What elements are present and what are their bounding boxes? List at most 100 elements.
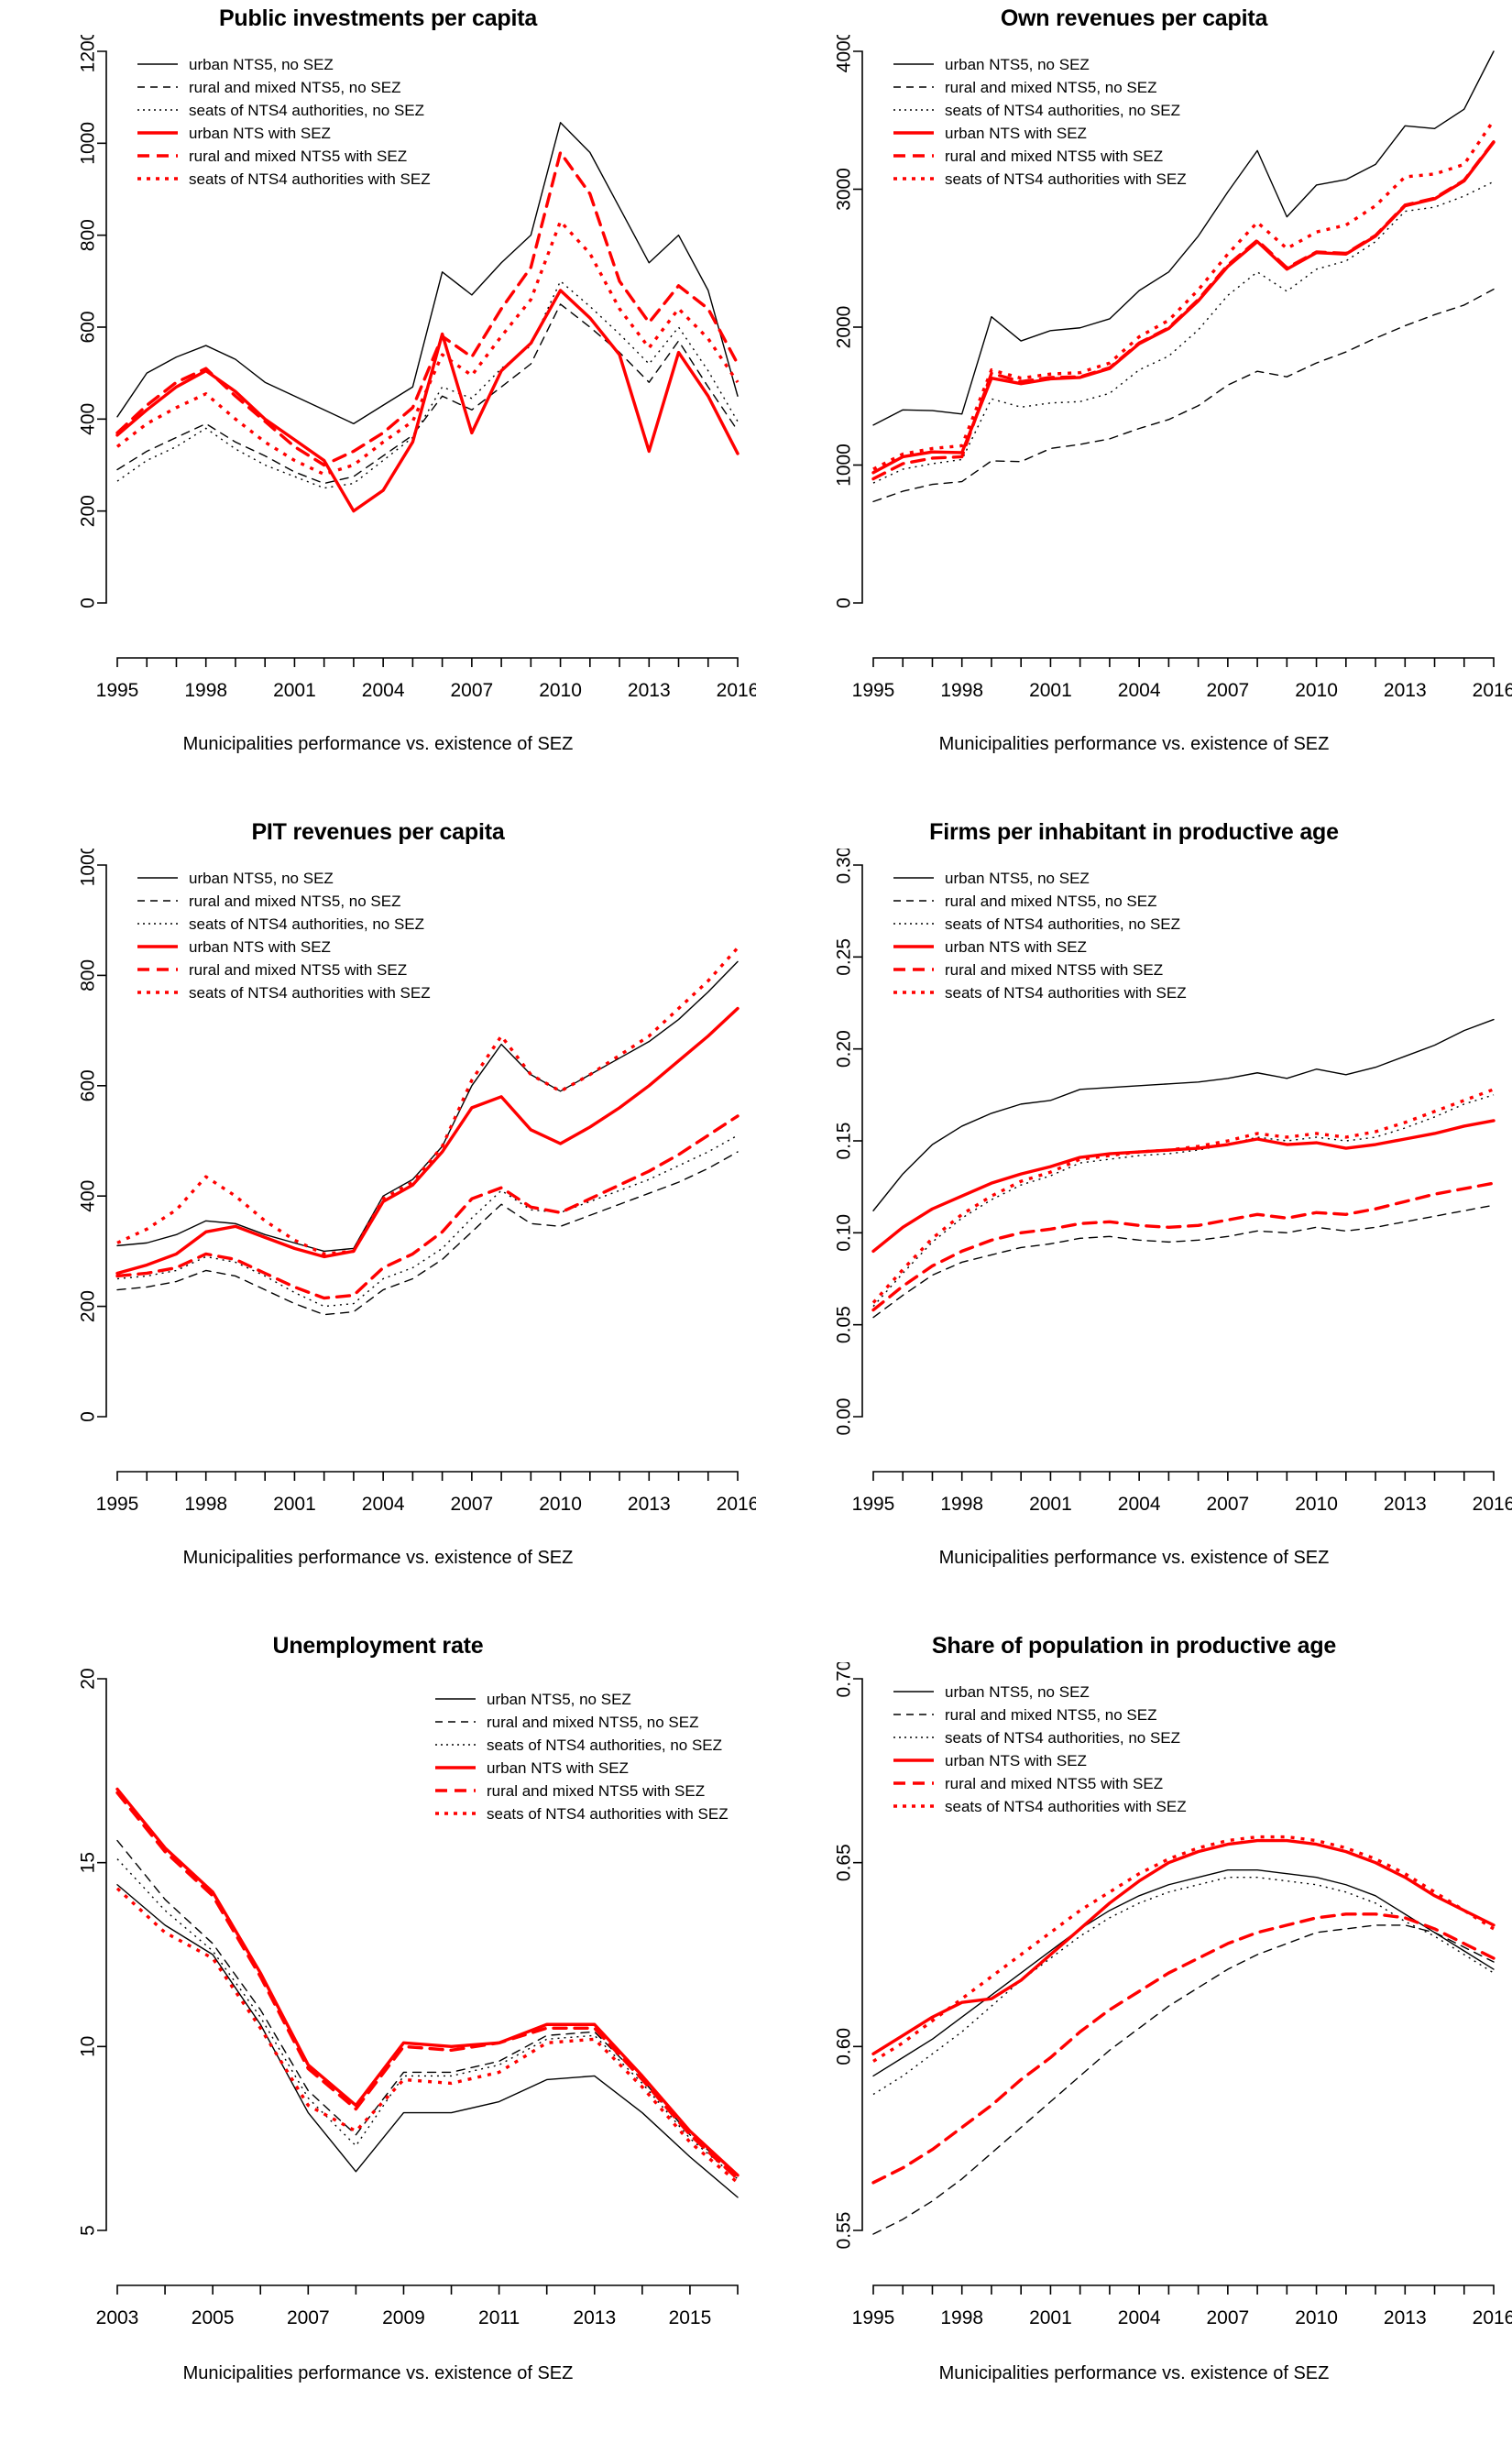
legend-label: seats of NTS4 authorities with SEZ [189, 984, 431, 1002]
series-line [872, 288, 1495, 503]
y-tick-label: 0.20 [834, 1030, 855, 1068]
x-tick-label: 2004 [362, 680, 405, 701]
x-tick-label: 2007 [1206, 680, 1249, 701]
x-tick-label: 2016 [1473, 680, 1512, 701]
series-line [871, 1181, 1496, 1312]
y-tick-label: 200 [78, 1290, 99, 1322]
y-tick-label: 0 [834, 597, 855, 608]
x-tick-label: 2010 [1295, 1494, 1338, 1515]
series-line [116, 122, 739, 425]
panel-public-investments: Public investments per capita 0 200 400 600… [0, 0, 757, 814]
legend-label: rural and mixed NTS5, no SEZ [189, 893, 400, 910]
plot-area: 0.55 0.60 0.65 0.70 1995 1998 2001 2004 2007 2010… [756, 1662, 1512, 2395]
y-tick-label: 1200 [78, 35, 99, 72]
y-tick-label: 1000 [834, 444, 855, 487]
x-tick-label: 2001 [273, 1494, 316, 1515]
x-tick-label: 2016 [717, 1494, 756, 1515]
x-tick-label: 2010 [1295, 680, 1338, 701]
x-tick-label: 2010 [539, 1494, 582, 1515]
legend-label: urban NTS5, no SEZ [487, 1691, 631, 1708]
y-tick-label: 2000 [834, 306, 855, 349]
panel-caption: Municipalities performance vs. existence… [938, 2363, 1330, 2383]
legend-label: rural and mixed NTS5, no SEZ [487, 1714, 698, 1731]
y-tick-label: 3000 [834, 168, 855, 211]
series-line [871, 1088, 1495, 1304]
legend-label: seats of NTS4 authorities with SEZ [945, 170, 1187, 188]
y-axis [97, 864, 107, 1418]
series-line [871, 1838, 1496, 2056]
legend-label: rural and mixed NTS5, no SEZ [945, 1706, 1156, 1724]
series-line [872, 1877, 1495, 2096]
x-axis [872, 2284, 1495, 2295]
series-line [116, 1858, 739, 2180]
x-tick-label: 2007 [1206, 2307, 1249, 2328]
x-axis [116, 2284, 739, 2295]
x-tick-label: 2009 [382, 2307, 425, 2328]
panel-firms-per-inhabitant: Firms per inhabitant in productive age 0… [756, 814, 1512, 1627]
legend: urban NTS5, no SEZ rural and mixed NTS5, … [137, 870, 431, 1002]
series-line [872, 1835, 1495, 2063]
series-line [116, 1151, 739, 1316]
panel-title: PIT revenues per capita [251, 819, 505, 845]
x-tick-label: 2013 [1384, 1494, 1427, 1515]
x-tick-label: 1995 [852, 680, 895, 701]
x-axis [116, 1471, 739, 1481]
series-line [115, 1787, 740, 2177]
panel-own-revenues: Own revenues per capita 0 1000 2000 3000 400… [756, 0, 1512, 814]
legend-label: seats of NTS4 authorities with SEZ [189, 170, 431, 188]
series-line [872, 1018, 1495, 1211]
x-tick-label: 2010 [539, 680, 582, 701]
x-tick-label: 2004 [362, 1494, 405, 1515]
series-line [872, 1204, 1495, 1319]
legend-label: rural and mixed NTS5, no SEZ [945, 79, 1156, 96]
x-tick-label: 2001 [1029, 1494, 1072, 1515]
y-tick-label: 400 [78, 1180, 99, 1212]
y-tick-label: 0 [78, 597, 99, 608]
panel-caption: Municipalities performance vs. existence… [938, 734, 1330, 754]
series-line [115, 1791, 740, 2181]
x-tick-label: 2010 [1295, 2307, 1338, 2328]
legend-label: seats of NTS4 authorities, no SEZ [189, 915, 424, 933]
y-tick-label: 0.55 [834, 2212, 855, 2250]
x-tick-label: 2013 [628, 680, 671, 701]
x-tick-label: 1995 [96, 1494, 139, 1515]
legend-label: seats of NTS4 authorities with SEZ [945, 1798, 1187, 1815]
series-line [115, 150, 740, 467]
panel-title: Firms per inhabitant in productive age [929, 819, 1339, 845]
x-tick-label: 1998 [184, 680, 227, 701]
legend-label: rural and mixed NTS5 with SEZ [945, 148, 1163, 165]
x-tick-label: 1995 [96, 680, 139, 701]
series-line [872, 1094, 1495, 1308]
series-line [116, 303, 739, 485]
legend-label: seats of NTS4 authorities with SEZ [487, 1805, 729, 1823]
series-line [872, 119, 1496, 471]
y-tick-label: 200 [78, 495, 99, 527]
x-tick-label: 2013 [1384, 2307, 1427, 2328]
x-tick-label: 2007 [1206, 1494, 1249, 1515]
y-tick-label: 400 [78, 403, 99, 435]
legend-label: rural and mixed NTS5 with SEZ [945, 961, 1163, 979]
series-line [872, 1924, 1495, 2235]
x-tick-label: 2016 [1473, 2307, 1512, 2328]
legend-label: seats of NTS4 authorities, no SEZ [189, 102, 424, 119]
x-tick-label: 2004 [1118, 680, 1161, 701]
series-line [116, 960, 739, 1253]
x-tick-label: 2007 [450, 1494, 493, 1515]
legend: urban NTS5, no SEZ rural and mixed NTS5, … [893, 870, 1187, 1002]
y-tick-label: 5 [78, 2225, 99, 2236]
x-tick-label: 2004 [1118, 1494, 1161, 1515]
x-axis [116, 657, 739, 667]
x-tick-label: 2001 [1029, 2307, 1072, 2328]
x-tick-label: 2007 [450, 680, 493, 701]
series-line [116, 1884, 739, 2198]
y-tick-label: 0.25 [834, 938, 855, 976]
legend-label: seats of NTS4 authorities, no SEZ [945, 1729, 1180, 1747]
legend-label: seats of NTS4 authorities with SEZ [945, 984, 1187, 1002]
y-tick-label: 1000 [78, 122, 99, 165]
series-line [116, 947, 740, 1256]
panel-unemployment-rate: Unemployment rate 5 10 15 20 2003 2005 2007 200… [0, 1627, 756, 2443]
y-tick-label: 0.00 [834, 1398, 855, 1436]
series-line [871, 1119, 1496, 1254]
series-line [115, 219, 740, 477]
